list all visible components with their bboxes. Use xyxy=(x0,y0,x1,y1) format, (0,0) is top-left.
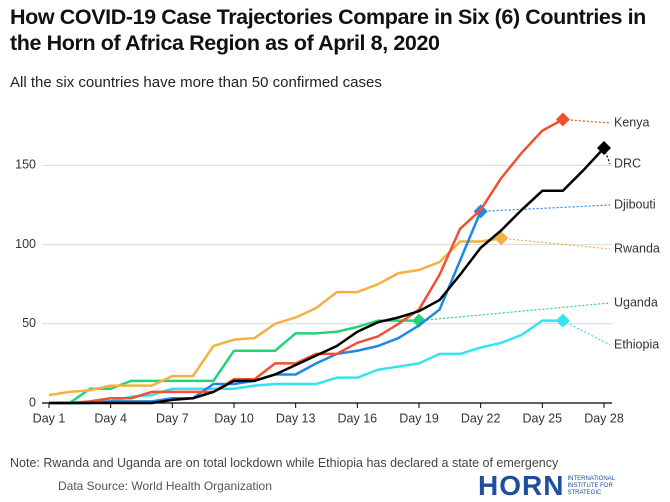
end-marker xyxy=(555,112,570,127)
x-tick-label: Day 28 xyxy=(584,411,624,425)
x-tick-label: Day 16 xyxy=(338,411,378,425)
x-tick-label: Day 10 xyxy=(214,411,254,425)
note: Note: Rwanda and Uganda are on total loc… xyxy=(10,456,559,470)
x-tick-label: Day 4 xyxy=(94,411,127,425)
chart-title: How COVID-19 Case Trajectories Compare i… xyxy=(10,5,646,55)
series-label: Ethiopia xyxy=(614,337,659,351)
y-tick-label: 50 xyxy=(22,316,36,330)
leader-line xyxy=(418,302,611,322)
y-tick-label: 100 xyxy=(15,237,36,251)
x-tick-label: Day 13 xyxy=(276,411,316,425)
x-tick-label: Day 25 xyxy=(523,411,563,425)
series-label: Rwanda xyxy=(614,241,660,255)
end-marker xyxy=(597,141,611,156)
y-tick-label: 150 xyxy=(15,158,36,172)
leader-line xyxy=(480,204,611,212)
series-label: DRC xyxy=(614,156,641,170)
logo-tagline-line: INTERNATIONAL xyxy=(567,475,616,482)
source: Data Source: World Health Organization xyxy=(58,479,272,493)
series-line xyxy=(49,319,419,405)
series-line xyxy=(48,237,502,397)
series-line xyxy=(49,147,605,405)
chart-subtitle: All the six countries have more than 50 … xyxy=(10,74,382,91)
leader-line xyxy=(562,320,611,346)
end-marker xyxy=(555,313,570,328)
x-tick-label: Day 7 xyxy=(156,411,189,425)
series-label: Kenya xyxy=(614,115,649,129)
leader-line xyxy=(501,237,611,250)
x-tick-label: Day 1 xyxy=(33,411,66,425)
series-line xyxy=(49,210,482,405)
logo-tagline: INTERNATIONAL INSTITUTE FOR STRATEGIC xyxy=(567,476,615,497)
logo: HORN INTERNATIONAL INSTITUTE FOR STRATEG… xyxy=(478,470,615,502)
logo-tagline-line: STRATEGIC xyxy=(567,489,602,496)
leader-line xyxy=(603,147,611,165)
leader-line xyxy=(562,118,611,124)
x-tick-label: Day 19 xyxy=(399,411,439,425)
logo-tagline-line: INSTITUTE FOR xyxy=(567,482,613,489)
series-label: Uganda xyxy=(614,295,658,309)
series-line xyxy=(49,118,564,405)
x-tick-label: Day 22 xyxy=(461,411,501,425)
logo-text: HORN xyxy=(478,470,565,501)
chart: 0 50 100 150 Day 1 Day 4 Day 7 Day 10 Day 13 Day … xyxy=(15,112,660,425)
y-tick-label: 0 xyxy=(29,395,36,409)
series-label: Djibouti xyxy=(614,197,656,211)
